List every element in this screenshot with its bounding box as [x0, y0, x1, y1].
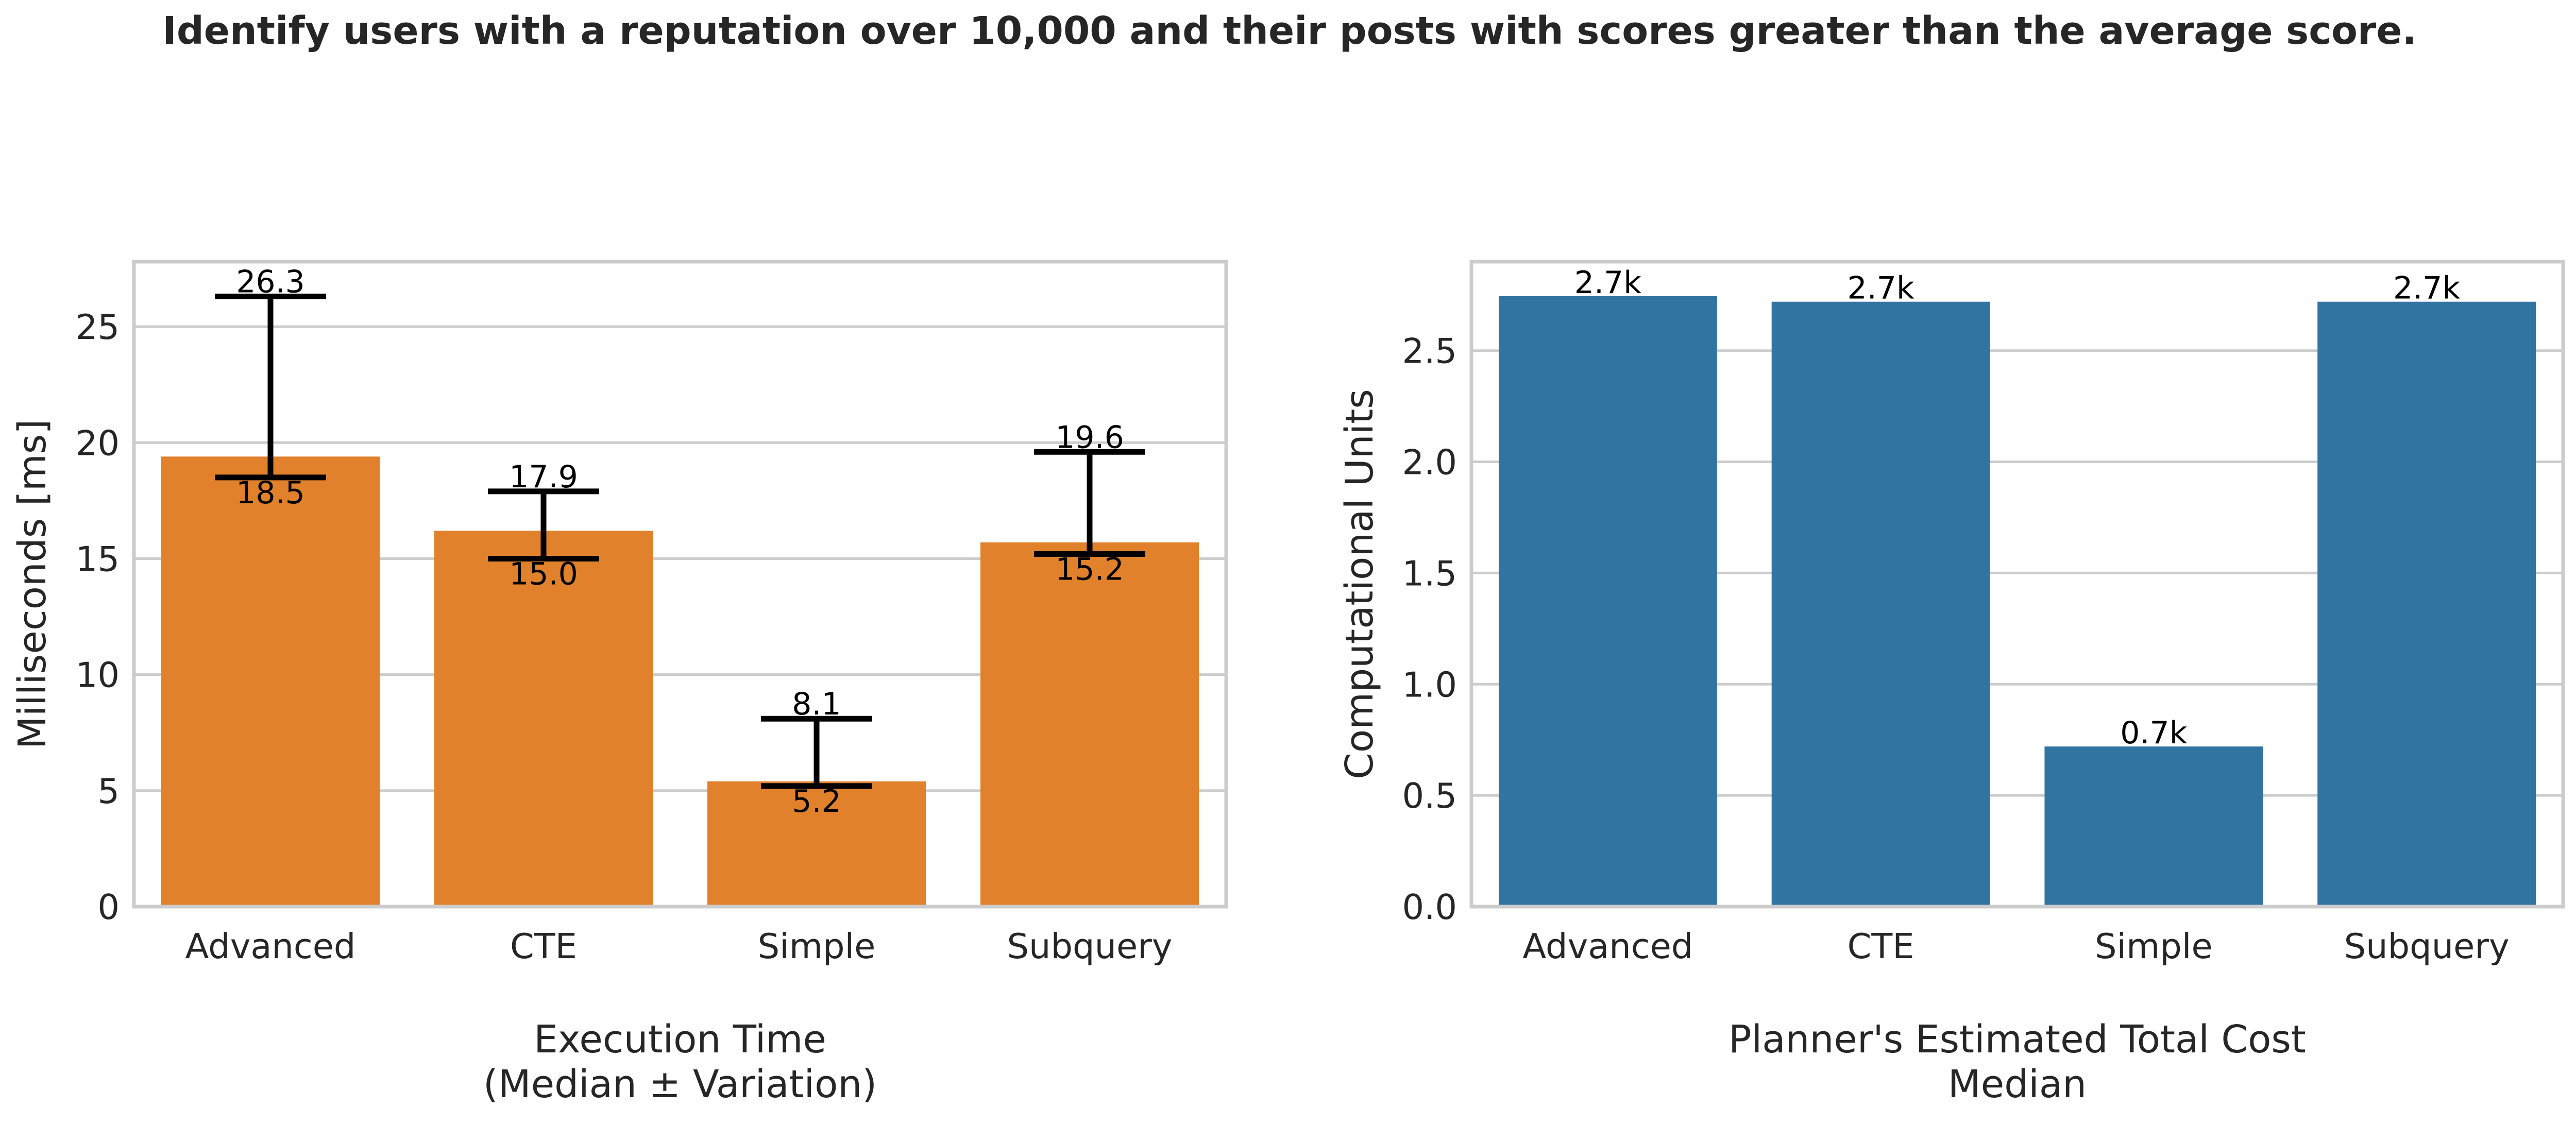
- chart-suptitle: Identify users with a reputation over 10…: [162, 9, 2416, 53]
- planner-cost-value-label: 2.7k: [1574, 265, 1641, 301]
- planner-cost-value-label: 0.7k: [2120, 715, 2187, 751]
- execution-time-error-low-label: 15.0: [509, 556, 578, 592]
- execution-time-axes-frame: [132, 260, 1228, 909]
- execution-time-y-tick-label: 10: [76, 655, 120, 695]
- planner-cost-bar-cte: [1771, 301, 1990, 907]
- planner-cost-value-label: 2.7k: [1848, 270, 1914, 306]
- execution-time-y-tick-label: 0: [97, 887, 120, 927]
- planner-cost-y-tick-label: 1.5: [1402, 553, 1457, 593]
- execution-time-y-tick-label: 5: [97, 771, 120, 811]
- execution-time-error-high-label: 17.9: [509, 459, 578, 495]
- planner-cost-y-tick-label: 2.5: [1402, 331, 1457, 371]
- execution-time-y-tick-label: 20: [76, 423, 120, 463]
- planner-cost-y-tick-label: 0.5: [1402, 776, 1457, 816]
- execution-time-x-tick-label: Simple: [758, 926, 876, 966]
- planner-cost-x-axis-label-line1: Planner's Estimated Total Cost: [1728, 1017, 2306, 1062]
- planner-cost-y-tick-label: 2.0: [1402, 442, 1457, 483]
- execution-time-chart: 26.3 18.5 17.9 15.0 8.1 5.2 19.6 15.2 0 5 10 15 20 2…: [10, 260, 1228, 1106]
- planner-cost-x-axis-label-line2: Median: [1948, 1062, 2087, 1106]
- planner-cost-value-label: 2.7k: [2393, 270, 2460, 306]
- execution-time-x-tick-label: Subquery: [1007, 926, 1173, 966]
- execution-time-x-tick-label: Advanced: [185, 926, 356, 966]
- execution-time-x-axis-label-line2: (Median ± Variation): [483, 1062, 877, 1106]
- execution-time-bar-simple: [707, 781, 926, 907]
- execution-time-error-low-label: 18.5: [236, 475, 305, 511]
- planner-cost-y-axis-label: Computational Units: [1337, 389, 1382, 779]
- execution-time-bar-cte: [434, 531, 653, 907]
- execution-time-error-high-label: 8.1: [792, 686, 841, 722]
- execution-time-error-high-label: 26.3: [236, 264, 305, 300]
- planner-cost-x-tick-label: CTE: [1848, 926, 1914, 966]
- execution-time-error-low-label: 5.2: [792, 784, 841, 820]
- execution-time-y-tick-label: 25: [76, 307, 120, 347]
- execution-time-x-axis-label-line1: Execution Time: [534, 1017, 826, 1062]
- planner-cost-chart: 2.7k 2.7k 0.7k 2.7k 0.0 0.5 1.0 1.5 2.0 2.5 Advan…: [1337, 260, 2565, 1106]
- planner-cost-bar-subquery: [2317, 301, 2536, 907]
- planner-cost-y-tick-label: 1.0: [1402, 665, 1457, 705]
- planner-cost-x-tick-label: Advanced: [1522, 926, 1693, 966]
- planner-cost-x-tick-label: Subquery: [2344, 926, 2510, 966]
- planner-cost-bar-advanced: [1498, 296, 1717, 907]
- execution-time-bar-subquery: [980, 542, 1199, 907]
- planner-cost-x-tick-label: Simple: [2095, 926, 2213, 966]
- planner-cost-y-tick-label: 0.0: [1402, 887, 1457, 927]
- execution-time-y-tick-label: 15: [76, 539, 120, 579]
- execution-time-y-axis-label: Milliseconds [ms]: [10, 419, 55, 749]
- planner-cost-axes-frame: [1469, 260, 2565, 909]
- planner-cost-bar-simple: [2044, 746, 2263, 907]
- execution-time-error-high-label: 19.6: [1055, 419, 1124, 455]
- execution-time-error-low-label: 15.2: [1055, 551, 1124, 587]
- execution-time-bar-advanced: [161, 456, 380, 907]
- execution-time-x-tick-label: CTE: [510, 926, 577, 966]
